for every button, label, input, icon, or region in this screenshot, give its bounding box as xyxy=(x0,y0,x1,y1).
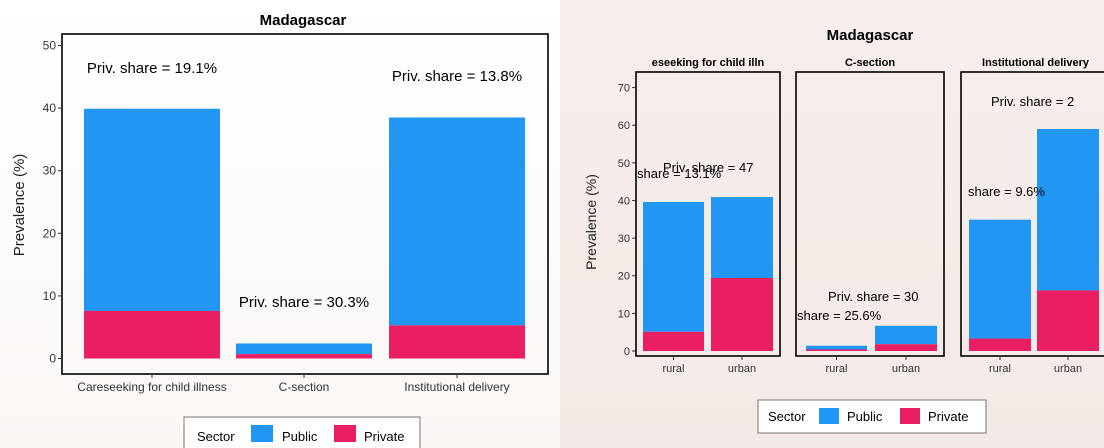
facet-bar-private xyxy=(711,277,773,351)
left-chart-title: Madagascar xyxy=(260,12,347,29)
right-chart-title: Madagascar xyxy=(827,27,914,44)
facet-bar-private xyxy=(969,338,1031,351)
facet-bar-public xyxy=(1037,128,1099,291)
left-bar-private xyxy=(236,354,372,359)
left-bar-public xyxy=(236,343,372,355)
left-y-tick-label: 40 xyxy=(43,101,57,115)
left-bar-private xyxy=(389,325,525,359)
left-legend-swatch-private xyxy=(334,425,356,442)
left-bar-private xyxy=(84,310,220,359)
left-priv-share-annotation: Priv. share = 13.8% xyxy=(392,68,522,85)
facet-x-tick-label: rural xyxy=(989,363,1011,375)
left-legend-label-private: Private xyxy=(364,429,404,444)
facet-bar-public xyxy=(969,219,1031,339)
right-y-tick-label: 30 xyxy=(618,233,630,245)
left-plot-frame xyxy=(61,33,549,375)
facet-panel-frame xyxy=(635,71,781,357)
left-y-tick-label: 10 xyxy=(43,289,57,303)
facet-priv-share-annotation: share = 25.6% xyxy=(797,308,882,323)
facet-bar-public xyxy=(711,197,773,278)
facet-bar-private xyxy=(875,344,937,351)
left-x-tick-label: C-section xyxy=(279,380,330,394)
right-y-tick-label: 50 xyxy=(618,158,630,170)
right-legend-box xyxy=(757,399,987,434)
facet-bar-public xyxy=(643,201,704,332)
right-legend-label-public: Public xyxy=(847,409,883,424)
left-legend-box xyxy=(183,416,421,448)
facet-bar-private xyxy=(806,349,867,351)
right-y-axis-label: Prevalence (%) xyxy=(583,174,599,270)
facet-bar-private xyxy=(1037,290,1099,351)
left-legend: Sector Public Private xyxy=(183,416,421,448)
facet-panel-frame xyxy=(795,71,945,357)
left-priv-share-annotation: Priv. share = 19.1% xyxy=(87,60,217,77)
facet-panel-frame xyxy=(960,71,1104,357)
facet-bar-private xyxy=(643,331,704,351)
right-y-tick-label: 70 xyxy=(618,83,630,95)
facet-title: eseeking for child illn xyxy=(652,57,765,69)
facet-priv-share-annotation: Priv. share = 2 xyxy=(991,94,1074,109)
facet-x-tick-label: urban xyxy=(728,363,756,375)
left-legend-title: Sector xyxy=(197,429,235,444)
right-legend-swatch-public xyxy=(819,408,839,424)
right-y-tick-label: 0 xyxy=(624,346,630,358)
facet-x-tick-label: rural xyxy=(662,363,684,375)
facet-priv-share-annotation: Priv. share = 47 xyxy=(663,160,753,175)
facet-x-tick-label: rural xyxy=(825,363,847,375)
left-bar-public xyxy=(84,108,220,311)
facet-title: Institutional delivery xyxy=(982,57,1090,69)
right-legend-swatch-private xyxy=(900,408,920,424)
facet-bar-public xyxy=(875,325,937,345)
left-legend-label-public: Public xyxy=(282,429,318,444)
right-y-tick-label: 60 xyxy=(618,120,630,132)
right-legend: Sector Public Private xyxy=(757,399,987,434)
left-x-tick-label: Careseeking for child illness xyxy=(77,380,226,394)
facet-bar-public xyxy=(806,345,867,350)
left-chart-marks: 0 10 20 30 40 50 Careseeking for child illness… xyxy=(43,33,549,394)
left-y-tick-label: 20 xyxy=(43,226,57,240)
right-legend-title: Sector xyxy=(768,409,806,424)
left-priv-share-annotation: Priv. share = 30.3% xyxy=(239,294,369,311)
left-y-tick-label: 50 xyxy=(43,39,57,53)
facet-priv-share-annotation: Priv. share = 30 xyxy=(828,289,918,304)
facet-x-tick-label: urban xyxy=(1054,363,1082,375)
left-y-tick-label: 0 xyxy=(49,352,56,366)
facet-title: C-section xyxy=(845,57,895,69)
right-y-tick-label: 10 xyxy=(618,308,630,320)
facet-x-tick-label: urban xyxy=(892,363,920,375)
left-legend-swatch-public xyxy=(251,425,273,442)
right-chart-marks: eseeking for child illn C-section Institut… xyxy=(618,57,1104,375)
left-y-tick-label: 30 xyxy=(43,164,57,178)
facet-priv-share-annotation: share = 9.6% xyxy=(968,184,1045,199)
right-y-tick-label: 40 xyxy=(618,195,630,207)
facet-priv-share-annotation: share = 13.1% xyxy=(637,166,722,181)
left-bar-public xyxy=(389,117,525,326)
right-y-tick-label: 20 xyxy=(618,271,630,283)
left-x-tick-label: Institutional delivery xyxy=(404,380,509,394)
right-legend-label-private: Private xyxy=(928,409,968,424)
left-y-axis-label: Prevalence (%) xyxy=(11,154,28,257)
